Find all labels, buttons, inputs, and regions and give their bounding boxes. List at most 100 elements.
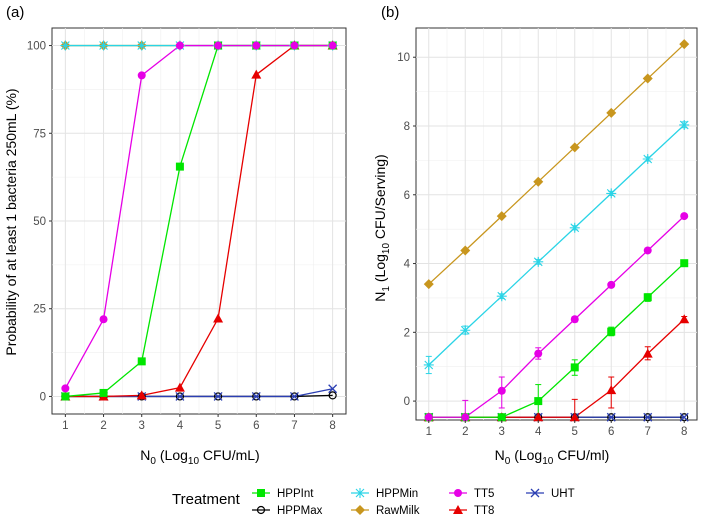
point-rawmilk xyxy=(569,142,580,153)
point-tt5 xyxy=(607,280,616,289)
legend-label: HPPMin xyxy=(376,488,418,500)
point-tt8 xyxy=(679,314,690,324)
point-hppmax xyxy=(328,391,337,400)
point-hppmin xyxy=(569,222,580,233)
point-rawmilk xyxy=(679,39,690,50)
point-tt5 xyxy=(175,41,184,50)
point-tt8 xyxy=(533,412,544,422)
point-tt8 xyxy=(251,69,262,79)
panel-b: (b) 1 2 3 4 5 6 7 8 0 2 4 6 8 10 N0 (Log10 CFU/ml) N… xyxy=(372,4,698,467)
legend-label: TT8 xyxy=(474,505,494,517)
point-tt8 xyxy=(642,348,653,358)
point-hppmin xyxy=(679,119,690,130)
series-line-hppmin xyxy=(428,124,685,366)
legend: Treatment HPPInt HPPMin TT5 UHT HPPMax RawMil… xyxy=(172,488,575,517)
x-tick-label: 8 xyxy=(329,420,335,432)
point-tt5 xyxy=(328,41,337,50)
y-tick-label: 4 xyxy=(404,259,411,271)
panel-b-x-axis-title: N0 (Log10 CFU/ml) xyxy=(495,447,610,467)
point-tt5 xyxy=(680,212,689,221)
point-rawmilk xyxy=(460,245,471,256)
x-tick-label: 4 xyxy=(177,420,184,432)
point-hppint xyxy=(570,363,579,372)
point-hppint xyxy=(680,259,689,268)
point-tt8 xyxy=(136,390,147,400)
legend-title: Treatment xyxy=(172,491,241,508)
panel-a-x-axis-title: N0 (Log10 CFU/mL) xyxy=(140,447,259,467)
point-tt5 xyxy=(570,315,579,324)
point-hppmin xyxy=(606,188,617,199)
legend-key-marker xyxy=(256,505,266,515)
point-hppint xyxy=(643,293,652,302)
y-tick-label: 100 xyxy=(27,41,46,53)
panel-b-y-axis-title: N1 (Log10 CFU/Serving) xyxy=(372,154,392,301)
point-tt5 xyxy=(643,246,652,255)
y-tick-label: 8 xyxy=(404,121,410,133)
point-hppint xyxy=(607,327,616,336)
panel-b-grid xyxy=(415,27,698,421)
point-hppmin xyxy=(98,40,109,51)
panel-a-lines xyxy=(64,44,333,398)
x-tick-label: 7 xyxy=(291,420,297,432)
point-hppmin xyxy=(136,40,147,51)
point-hppint xyxy=(99,388,108,397)
x-tick-label: 1 xyxy=(62,420,68,432)
x-tick-label: 1 xyxy=(426,426,432,438)
point-tt8 xyxy=(174,382,185,392)
legend-label: HPPMax xyxy=(277,505,323,517)
y-tick-label: 10 xyxy=(397,52,410,64)
x-tick-label: 2 xyxy=(462,426,468,438)
point-tt5 xyxy=(252,41,261,50)
legend-items: HPPInt HPPMin TT5 UHT HPPMax RawMilk TT8 xyxy=(252,488,575,517)
series-line-hppint xyxy=(428,262,685,418)
point-hppmax xyxy=(252,392,261,401)
point-hppint xyxy=(497,413,506,422)
legend-key-marker xyxy=(355,488,365,498)
y-tick-label: 0 xyxy=(40,391,46,403)
x-tick-label: 5 xyxy=(215,420,221,432)
point-hppmax xyxy=(213,392,223,401)
point-rawmilk xyxy=(642,73,653,84)
panel-b-label: (b) xyxy=(381,4,399,21)
panel-a-markers xyxy=(60,40,338,401)
x-tick-label: 3 xyxy=(139,420,145,432)
point-tt8 xyxy=(569,412,580,422)
point-tt5 xyxy=(61,384,70,393)
point-uht xyxy=(213,391,223,401)
point-tt5 xyxy=(424,413,433,422)
point-hppmin xyxy=(60,40,71,51)
point-tt5 xyxy=(137,71,146,80)
point-hppint xyxy=(137,357,146,366)
point-rawmilk xyxy=(606,107,617,118)
point-uht xyxy=(606,412,616,422)
point-hppmin xyxy=(533,256,544,267)
legend-item-uht: UHT xyxy=(526,488,575,500)
panel-a-y-ticks: 0 25 50 75 100 xyxy=(27,41,52,403)
point-uht xyxy=(289,391,299,401)
x-tick-label: 7 xyxy=(645,426,651,438)
point-uht xyxy=(328,384,338,394)
point-tt5 xyxy=(99,315,108,324)
series-line-tt8 xyxy=(65,44,333,398)
point-hppint xyxy=(61,392,70,401)
point-uht xyxy=(679,412,689,422)
point-rawmilk xyxy=(423,279,434,290)
legend-key-marker xyxy=(454,489,462,497)
point-tt5 xyxy=(214,41,223,50)
point-hppint xyxy=(534,397,543,406)
panel-b-lines xyxy=(428,43,685,418)
point-tt5 xyxy=(461,413,470,422)
panel-a-grid xyxy=(51,27,347,415)
legend-key-marker xyxy=(257,489,265,497)
series-line-rawmilk xyxy=(428,43,685,285)
point-tt5 xyxy=(497,386,506,395)
legend-item-tt5: TT5 xyxy=(449,488,494,500)
x-tick-label: 3 xyxy=(499,426,505,438)
x-tick-label: 4 xyxy=(535,426,542,438)
legend-item-tt8: TT8 xyxy=(449,505,494,517)
point-uht xyxy=(175,391,185,401)
point-tt8 xyxy=(606,385,617,395)
legend-item-hppmin: HPPMin xyxy=(351,488,418,500)
x-tick-label: 6 xyxy=(253,420,259,432)
